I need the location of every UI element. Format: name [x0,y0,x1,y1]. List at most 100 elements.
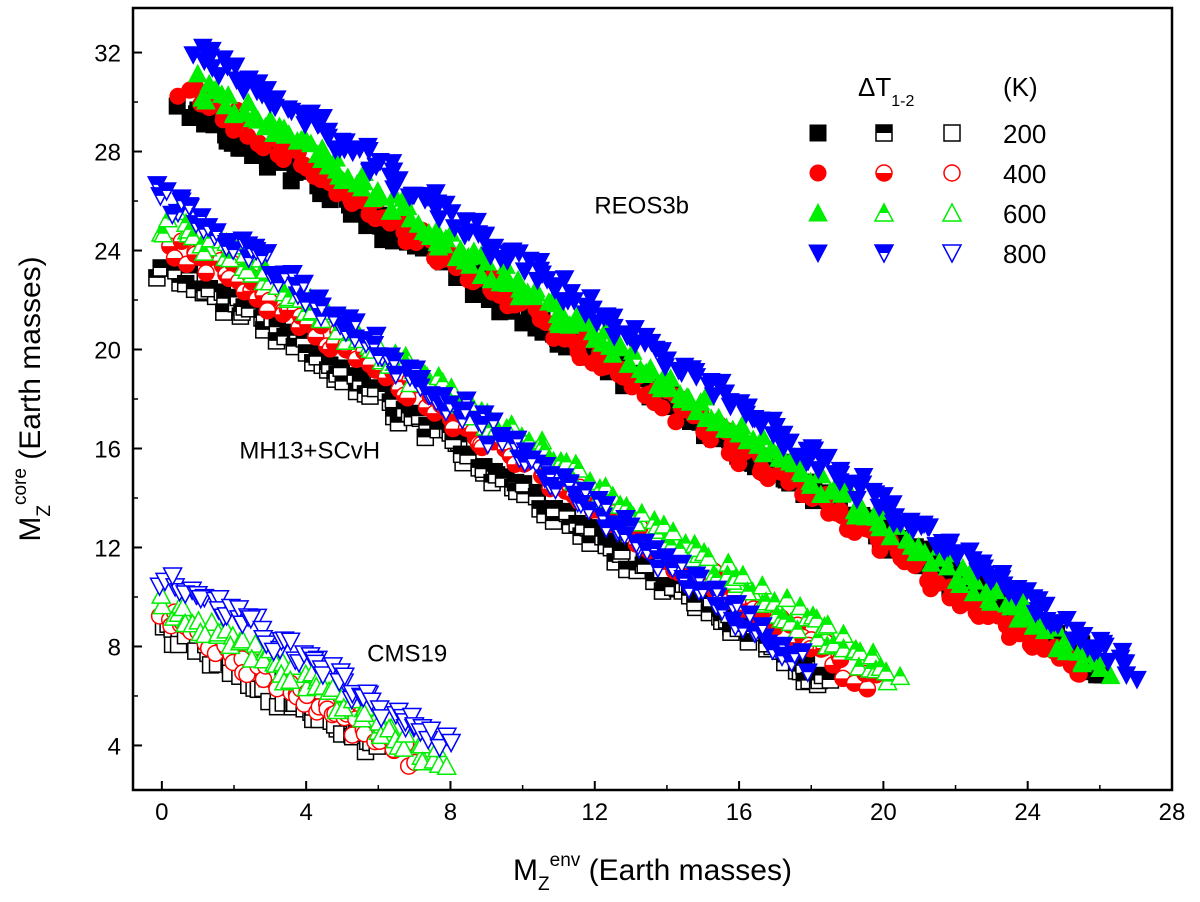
marker-bg [281,671,300,689]
marker-outline [245,633,266,653]
marker-bg [442,734,461,752]
data-point [280,632,301,652]
marker-outline [312,666,334,686]
marker-half-fill [216,290,233,299]
marker-half-fill [335,373,352,382]
marker-half-fill [241,300,258,309]
marker-outline [395,723,416,743]
marker-outline [514,475,533,493]
marker-half-fill [367,380,384,389]
marker-outline [613,542,631,560]
marker-bg [355,704,374,722]
marker-outline [190,589,211,610]
data-point [232,629,253,649]
data-point [393,737,415,757]
data-point [245,633,266,653]
marker-outline [201,611,223,632]
marker-half-fill [309,348,326,357]
marker-half-fill [532,500,549,509]
marker-half-fill [426,413,443,422]
marker-half-fill [385,408,402,417]
data-point [194,623,216,644]
marker-outline [401,707,423,728]
marker-bg [173,598,192,616]
marker-half-fill [153,260,170,268]
data-point [370,709,392,729]
marker-half-fill [603,539,620,548]
group-cms19 [149,567,462,776]
data-point [416,428,435,447]
marker-bg [437,757,456,775]
data-point [197,264,215,282]
marker-bg [402,708,421,726]
data-point [240,610,262,630]
marker-outline [240,610,262,630]
marker-half-fill [686,594,703,603]
marker-half-fill [321,357,338,366]
marker-bg [422,722,441,740]
marker-outline [459,446,477,465]
marker-half-fill [637,556,654,565]
marker-bg [335,668,354,686]
data-point [162,567,183,587]
marker-outline [393,737,415,757]
data-point [177,255,196,274]
marker-outline [378,718,400,738]
marker-outline [334,667,356,687]
marker-half-fill [495,470,512,479]
marker-half-fill [167,262,184,271]
marker-bg [241,610,260,628]
marker-half-fill [354,367,371,376]
marker-half-fill [559,503,575,512]
marker-bg [281,633,300,651]
marker-half-fill [740,633,757,642]
marker-half-fill [378,384,394,392]
marker-half-fill [460,447,476,456]
marker-bg [323,679,342,697]
data-point [420,721,442,741]
marker-bg [372,709,391,727]
marker-half-fill [822,672,839,680]
marker-bg [189,611,208,629]
marker-bg [242,650,261,667]
marker-half-fill [528,488,545,497]
marker-half-fill [269,319,286,328]
data-point [279,669,301,690]
data-point [151,594,173,615]
marker-outline [436,755,457,776]
marker-half-fill [201,280,218,289]
marker-half-fill [445,428,462,437]
marker-half-fill [333,360,350,369]
marker-bg [246,635,265,653]
data-point [514,475,533,493]
marker-half-fill [215,304,232,313]
data-point [858,680,877,698]
marker-half-fill [546,500,563,509]
marker-half-fill [475,461,492,470]
marker-bg [380,719,398,737]
marker-bg [313,667,332,684]
data-point [613,542,631,560]
marker-half-fill [177,275,194,284]
marker-half-fill [298,345,315,353]
data-point [334,667,356,687]
marker-bg [255,671,272,688]
marker-outline [279,669,301,690]
marker-outline [440,733,462,754]
data-point [312,666,334,686]
marker-outline [739,633,758,651]
marker-half-fill [515,475,532,484]
marker-half-fill [664,579,681,588]
data-point [172,596,194,617]
marker-outline [197,264,215,282]
marker-half-fill [613,543,630,551]
marker-half-fill [296,330,313,339]
marker-half-fill [417,429,434,438]
series-800k [149,567,462,759]
data-point [253,649,274,669]
marker-bg [430,739,449,757]
marker-half-fill [795,657,812,666]
data-point [354,702,375,723]
data-point [752,575,773,595]
